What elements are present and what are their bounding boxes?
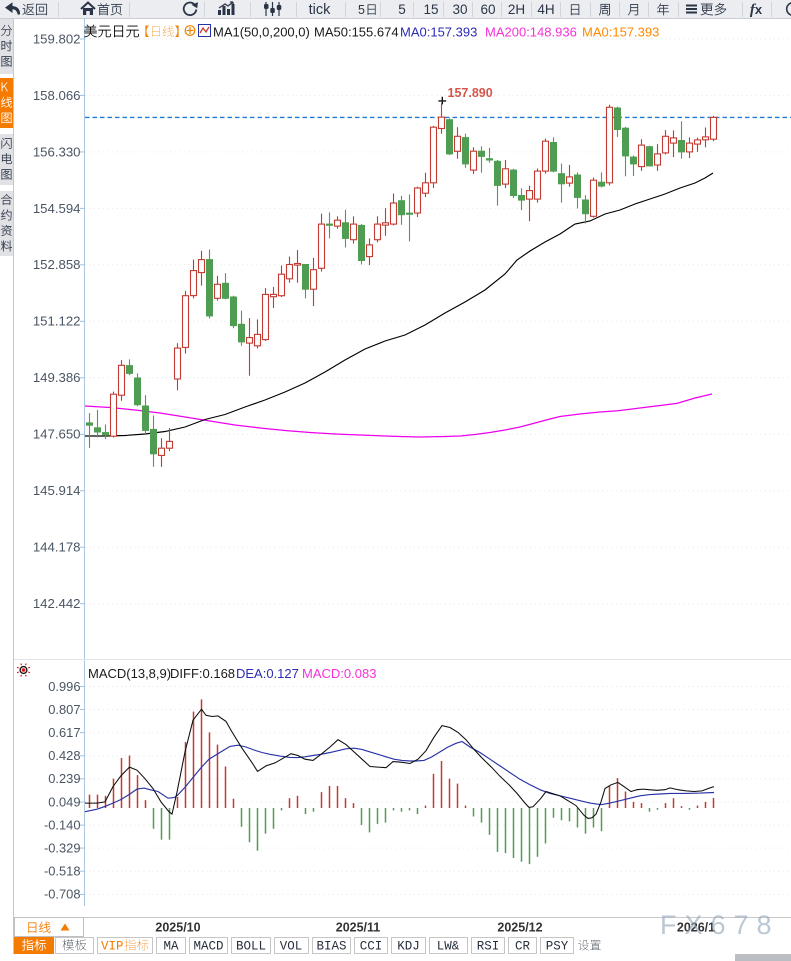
svg-text:0.996: 0.996 bbox=[48, 679, 80, 694]
svg-text:MACD:0.083: MACD:0.083 bbox=[302, 666, 376, 681]
svg-text:154.594: 154.594 bbox=[33, 201, 81, 216]
svg-text:0.617: 0.617 bbox=[48, 725, 80, 740]
svg-text:MACD(13,8,9): MACD(13,8,9) bbox=[88, 666, 171, 681]
svg-text:-0.329: -0.329 bbox=[44, 840, 81, 855]
svg-text:145.914: 145.914 bbox=[33, 483, 81, 498]
svg-text:DEA:0.127: DEA:0.127 bbox=[236, 666, 299, 681]
svg-text:157.890: 157.890 bbox=[448, 86, 493, 100]
svg-text:-0.140: -0.140 bbox=[44, 817, 81, 832]
svg-text:DIFF:0.168: DIFF:0.168 bbox=[170, 666, 235, 681]
svg-text:159.802: 159.802 bbox=[33, 31, 81, 46]
svg-text:158.066: 158.066 bbox=[33, 88, 81, 103]
svg-text:MA200:148.936: MA200:148.936 bbox=[485, 24, 577, 39]
svg-text:149.386: 149.386 bbox=[33, 370, 81, 385]
svg-text:0.049: 0.049 bbox=[48, 794, 80, 809]
svg-text:-0.518: -0.518 bbox=[44, 864, 81, 879]
svg-text:142.442: 142.442 bbox=[33, 596, 81, 611]
svg-text:MA1(50,0,200,0): MA1(50,0,200,0) bbox=[213, 24, 310, 39]
svg-text:156.330: 156.330 bbox=[33, 144, 81, 159]
svg-text:147.650: 147.650 bbox=[33, 427, 81, 442]
svg-text:MA0:157.393: MA0:157.393 bbox=[400, 24, 477, 39]
svg-text:0.239: 0.239 bbox=[48, 771, 80, 786]
svg-text:MA50:155.674: MA50:155.674 bbox=[314, 24, 399, 39]
svg-text:-0.708: -0.708 bbox=[44, 887, 81, 902]
svg-text:151.122: 151.122 bbox=[33, 314, 81, 329]
svg-text:0.428: 0.428 bbox=[48, 748, 80, 763]
svg-text:152.858: 152.858 bbox=[33, 257, 81, 272]
svg-text:0.807: 0.807 bbox=[48, 702, 80, 717]
svg-text:144.178: 144.178 bbox=[33, 540, 81, 555]
svg-text:MA0:157.393: MA0:157.393 bbox=[582, 24, 659, 39]
